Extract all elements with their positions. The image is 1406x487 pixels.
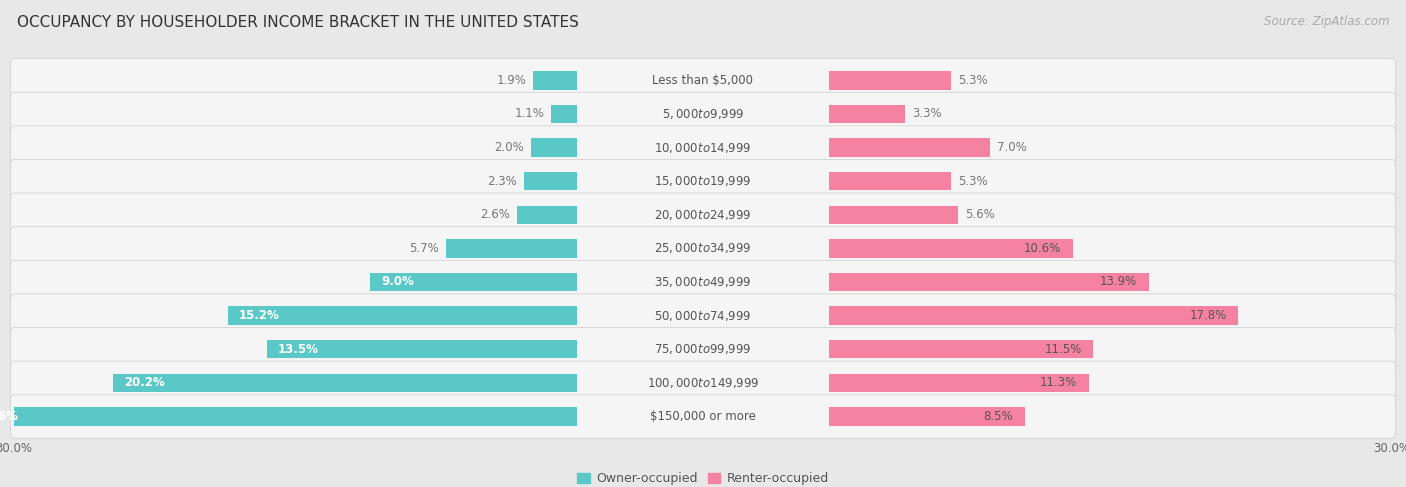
Text: 3.3%: 3.3% [912,108,942,120]
Bar [830,206,957,224]
FancyBboxPatch shape [11,226,1395,270]
Text: $150,000 or more: $150,000 or more [650,410,756,423]
Bar [112,374,576,392]
FancyBboxPatch shape [11,58,1395,102]
Bar [551,105,576,123]
Text: 13.9%: 13.9% [1099,276,1137,288]
Bar [830,340,1094,358]
Text: 2.0%: 2.0% [494,141,524,154]
Bar [0,407,576,426]
Text: 17.8%: 17.8% [1189,309,1226,322]
Text: 11.3%: 11.3% [1040,376,1077,389]
Bar [830,407,1025,426]
FancyBboxPatch shape [11,328,1395,371]
Text: 10.6%: 10.6% [1024,242,1062,255]
Text: 2.3%: 2.3% [488,175,517,187]
FancyBboxPatch shape [11,159,1395,203]
Legend: Owner-occupied, Renter-occupied: Owner-occupied, Renter-occupied [578,472,828,485]
FancyBboxPatch shape [11,92,1395,135]
Bar [830,306,1239,325]
Bar [267,340,576,358]
Text: 5.3%: 5.3% [957,74,987,87]
Bar [531,138,576,157]
Text: 20.2%: 20.2% [124,376,165,389]
Bar [446,239,576,258]
FancyBboxPatch shape [11,294,1395,337]
Text: 1.9%: 1.9% [496,74,526,87]
Text: 13.5%: 13.5% [278,343,319,356]
Text: $5,000 to $9,999: $5,000 to $9,999 [662,107,744,121]
Text: $15,000 to $19,999: $15,000 to $19,999 [654,174,752,188]
Bar [228,306,576,325]
Bar [370,273,576,291]
Text: 15.2%: 15.2% [239,309,280,322]
Bar [830,239,1073,258]
Bar [830,374,1088,392]
Text: Source: ZipAtlas.com: Source: ZipAtlas.com [1264,15,1389,28]
Text: OCCUPANCY BY HOUSEHOLDER INCOME BRACKET IN THE UNITED STATES: OCCUPANCY BY HOUSEHOLDER INCOME BRACKET … [17,15,579,30]
Bar [830,71,950,90]
Bar [533,71,576,90]
Text: 5.7%: 5.7% [409,242,439,255]
FancyBboxPatch shape [11,395,1395,438]
Text: 2.6%: 2.6% [481,208,510,221]
Text: $25,000 to $34,999: $25,000 to $34,999 [654,242,752,255]
Text: 9.0%: 9.0% [381,276,415,288]
Text: $20,000 to $24,999: $20,000 to $24,999 [654,208,752,222]
Text: 5.6%: 5.6% [965,208,994,221]
Bar [517,206,576,224]
FancyBboxPatch shape [11,193,1395,236]
Text: 11.5%: 11.5% [1045,343,1083,356]
Bar [830,273,1149,291]
Text: 7.0%: 7.0% [997,141,1026,154]
Text: 8.5%: 8.5% [983,410,1012,423]
FancyBboxPatch shape [11,261,1395,304]
Text: $100,000 to $149,999: $100,000 to $149,999 [647,376,759,390]
Text: $35,000 to $49,999: $35,000 to $49,999 [654,275,752,289]
FancyBboxPatch shape [11,361,1395,405]
Bar [830,138,990,157]
Text: 1.1%: 1.1% [515,108,544,120]
FancyBboxPatch shape [11,126,1395,169]
Bar [524,172,576,190]
Bar [830,172,950,190]
Text: 26.6%: 26.6% [0,410,18,423]
Text: $10,000 to $14,999: $10,000 to $14,999 [654,141,752,154]
Bar [830,105,905,123]
Text: $75,000 to $99,999: $75,000 to $99,999 [654,342,752,356]
Text: Less than $5,000: Less than $5,000 [652,74,754,87]
Text: 5.3%: 5.3% [957,175,987,187]
Text: $50,000 to $74,999: $50,000 to $74,999 [654,309,752,322]
